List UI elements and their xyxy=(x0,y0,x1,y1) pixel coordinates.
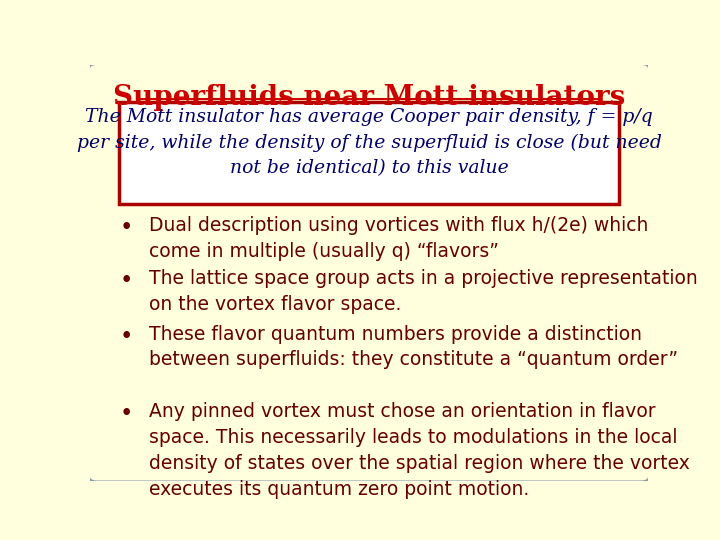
FancyBboxPatch shape xyxy=(119,102,619,204)
Text: The Mott insulator has average Cooper pair density, f = p/q
per site, while the : The Mott insulator has average Cooper pa… xyxy=(76,109,662,177)
Text: •: • xyxy=(120,216,133,239)
Text: •: • xyxy=(120,269,133,292)
Text: The lattice space group acts in a projective representation
on the vortex flavor: The lattice space group acts in a projec… xyxy=(148,269,698,314)
Text: Superfluids near Mott insulators: Superfluids near Mott insulators xyxy=(113,84,625,111)
Text: •: • xyxy=(120,402,133,426)
FancyBboxPatch shape xyxy=(89,64,649,482)
Text: •: • xyxy=(120,325,133,348)
Text: These flavor quantum numbers provide a distinction
between superfluids: they con: These flavor quantum numbers provide a d… xyxy=(148,325,678,369)
Text: Dual description using vortices with flux h/(2e) which
come in multiple (usually: Dual description using vortices with flu… xyxy=(148,216,648,261)
Text: Any pinned vortex must chose an orientation in flavor
space. This necessarily le: Any pinned vortex must chose an orientat… xyxy=(148,402,690,498)
